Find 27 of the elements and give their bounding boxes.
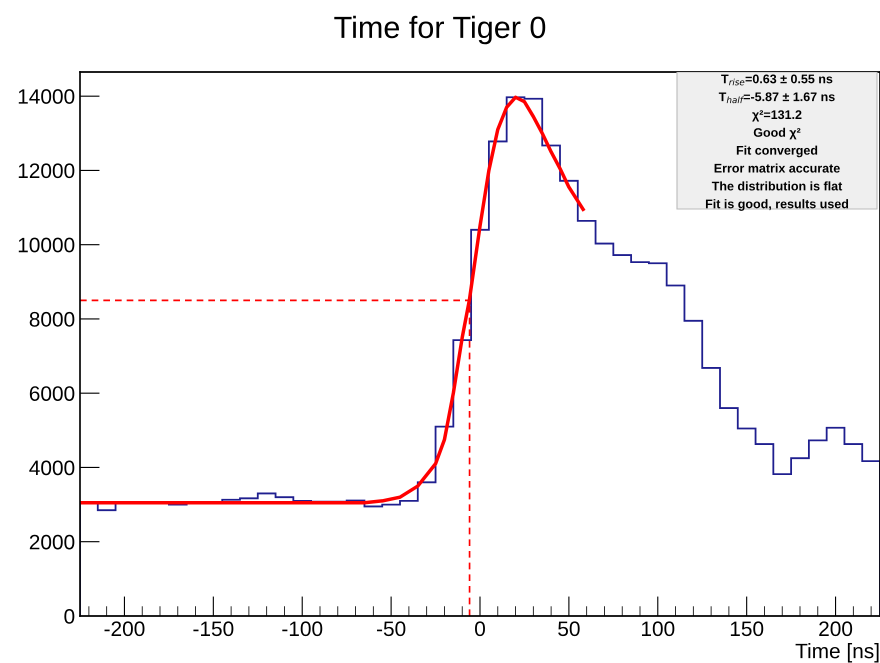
y-tick-label: 10000 xyxy=(18,238,74,252)
y-tick-label: 4000 xyxy=(29,460,74,476)
annotation: Fit converged xyxy=(736,146,818,158)
annotation: Error matrix accurate xyxy=(714,163,840,173)
x-tick-label: -200 xyxy=(104,621,144,636)
x-tick-label: -50 xyxy=(376,621,406,636)
annotation: χ²=131.2 xyxy=(752,110,802,122)
x-tick-label: 150 xyxy=(730,621,764,636)
x-tick-label: 0 xyxy=(475,621,485,636)
annotation: T$_{half}$=-5.87 ± 1.67 ns xyxy=(718,92,835,104)
annotation: Fit is good, results used xyxy=(706,199,848,211)
x-axis-title: Time [ns] xyxy=(796,643,879,662)
y-tick-label: 0 xyxy=(64,609,74,624)
annotation: T$_{rise}$=0.63 ± 0.55 ns xyxy=(721,74,832,86)
x-tick-label: -150 xyxy=(193,621,234,636)
y-tick-label: 8000 xyxy=(30,312,74,327)
x-tick-label: 200 xyxy=(819,621,852,636)
x-tick-label: -100 xyxy=(282,621,322,636)
x-tick-label: 50 xyxy=(558,621,580,636)
annotation: Good χ² xyxy=(754,128,800,140)
annotation: The distribution is flat xyxy=(712,181,842,190)
y-tick-label: 2000 xyxy=(30,534,74,550)
y-tick-label: 14000 xyxy=(18,89,74,104)
chart-title: Time for Tiger 0 xyxy=(334,16,546,44)
y-tick-label: 12000 xyxy=(18,163,74,178)
x-tick-label: 100 xyxy=(642,621,674,636)
y-tick-label: 6000 xyxy=(30,386,74,401)
